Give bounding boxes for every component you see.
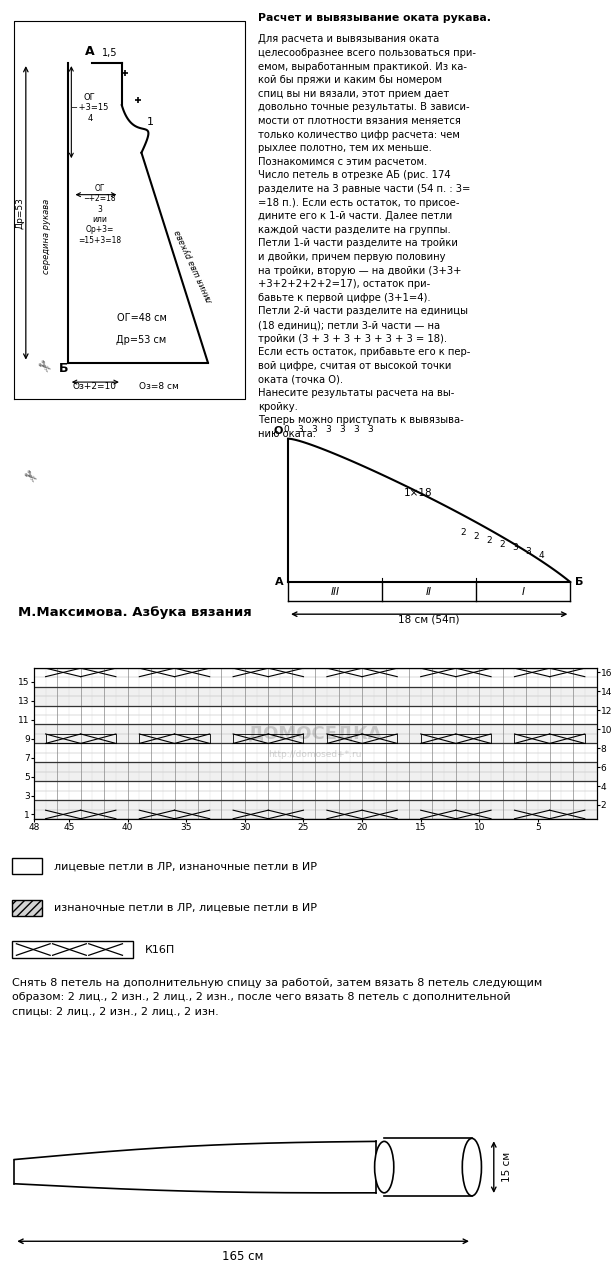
Text: ОГ
─+2=18
3
или
Ор+3=
=15+3=18: ОГ ─+2=18 3 или Ор+3= =15+3=18 <box>78 184 121 245</box>
Text: линия шва рукава: линия шва рукава <box>173 227 215 304</box>
Text: 2: 2 <box>486 535 492 544</box>
Text: ✄: ✄ <box>33 357 53 376</box>
Text: А: А <box>85 45 95 58</box>
Text: Др=53: Др=53 <box>15 196 24 229</box>
Text: ✄: ✄ <box>19 467 39 487</box>
Text: 165 см: 165 см <box>223 1249 264 1263</box>
Text: III: III <box>331 587 339 597</box>
Text: 3: 3 <box>525 547 531 556</box>
Bar <box>34 800 597 819</box>
Text: 3: 3 <box>298 425 303 434</box>
Text: 18 см (54п): 18 см (54п) <box>399 615 460 625</box>
Text: ОГ=48 см: ОГ=48 см <box>116 312 167 322</box>
Text: 0: 0 <box>284 425 290 434</box>
Text: 2: 2 <box>461 528 466 537</box>
Text: изнаночные петли в ЛР, лицевые петли в ИР: изнаночные петли в ЛР, лицевые петли в И… <box>54 903 317 913</box>
Text: 3: 3 <box>367 425 373 434</box>
Text: лицевые петли в ЛР, изнаночные петли в ИР: лицевые петли в ЛР, изнаночные петли в И… <box>54 862 317 872</box>
Text: середина рукава: середина рукава <box>42 199 51 275</box>
Text: ОГ
─ +3=15
4: ОГ ─ +3=15 4 <box>71 92 108 123</box>
Text: Оз+2=10: Оз+2=10 <box>73 383 117 392</box>
Text: 2: 2 <box>474 532 479 541</box>
Text: Б: Б <box>59 362 69 375</box>
Bar <box>12 941 133 958</box>
Text: I: I <box>522 587 525 597</box>
Text: 15 см: 15 см <box>502 1152 512 1183</box>
Text: Расчет и вывязывание оката рукава.: Расчет и вывязывание оката рукава. <box>258 13 491 23</box>
Text: II: II <box>426 587 432 597</box>
Bar <box>34 687 597 706</box>
Text: Снять 8 петель на дополнительную спицу за работой, затем вязать 8 петель следующ: Снять 8 петель на дополнительную спицу з… <box>12 978 542 1017</box>
Text: http://domosed+*.ru: http://domosed+*.ru <box>268 750 362 759</box>
Text: Оз=8 см: Оз=8 см <box>139 383 178 392</box>
Text: 3: 3 <box>339 425 345 434</box>
Bar <box>34 763 597 781</box>
Ellipse shape <box>375 1141 394 1193</box>
Text: Для расчета и вывязывания оката
целесообразнее всего пользоваться при-
емом, выр: Для расчета и вывязывания оката целесооб… <box>258 35 476 439</box>
Text: 4: 4 <box>538 551 544 560</box>
Text: М.Максимова. Азбука вязания: М.Максимова. Азбука вязания <box>18 606 252 619</box>
Text: К16П: К16П <box>145 945 175 954</box>
Text: 1×18: 1×18 <box>403 488 432 498</box>
Text: 3: 3 <box>325 425 331 434</box>
Text: 3: 3 <box>512 543 518 552</box>
Text: Др=53 см: Др=53 см <box>116 335 167 345</box>
Bar <box>12 900 42 915</box>
Bar <box>34 724 597 743</box>
Text: Б: Б <box>575 577 584 587</box>
Text: А: А <box>275 577 284 587</box>
Ellipse shape <box>462 1139 482 1195</box>
Text: 3: 3 <box>354 425 359 434</box>
Text: 1,5: 1,5 <box>101 49 117 58</box>
Text: ДОМОСЕДКА: ДОМОСЕДКА <box>248 724 383 742</box>
Text: 1: 1 <box>146 117 153 127</box>
Text: О: О <box>274 426 284 437</box>
Text: 3: 3 <box>312 425 317 434</box>
Text: 2: 2 <box>499 539 505 548</box>
Bar <box>12 858 42 874</box>
